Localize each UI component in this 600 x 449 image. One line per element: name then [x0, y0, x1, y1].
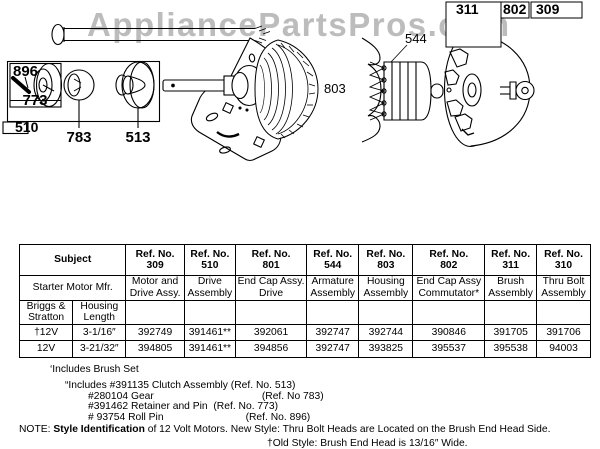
- svg-text:311: 311: [456, 1, 479, 17]
- svg-text:510: 510: [15, 119, 39, 135]
- svg-text:896: 896: [13, 63, 38, 80]
- svg-text:783: 783: [66, 129, 91, 146]
- svg-text:802: 802: [503, 1, 527, 17]
- svg-text:309: 309: [536, 1, 560, 17]
- svg-text:803: 803: [324, 81, 346, 96]
- svg-text:513: 513: [125, 129, 150, 146]
- svg-text:773: 773: [22, 92, 47, 109]
- svg-text:544: 544: [405, 31, 427, 46]
